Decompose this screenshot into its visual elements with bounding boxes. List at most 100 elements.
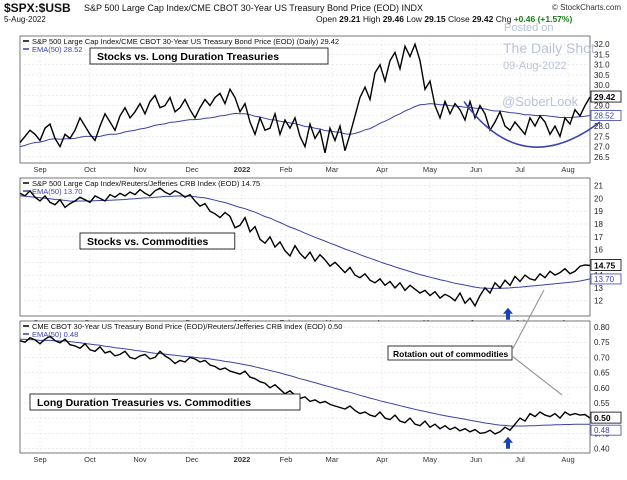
panel-title-box — [79, 232, 236, 250]
y-tick-label: 12 — [594, 297, 603, 306]
x-tick-label: Oct — [84, 455, 97, 464]
price-line — [19, 42, 591, 153]
y-tick-label: 26.5 — [594, 153, 610, 162]
ohlc-readout: Open 29.21 High 29.46 Low 29.15 Close 29… — [316, 14, 572, 24]
legend-price-label: S&P 500 Large Cap Index/CME CBOT 30-Year… — [32, 37, 339, 46]
y-tick-label: 16 — [594, 246, 603, 255]
price-line — [19, 187, 591, 308]
y-tick-label: 31.0 — [594, 61, 610, 70]
last-value-label: 29.42 — [594, 92, 616, 102]
ema-line — [19, 103, 591, 148]
x-tick-label: Nov — [133, 455, 147, 464]
x-tick-label: Apr — [376, 455, 388, 464]
ema-value-box — [590, 273, 622, 285]
y-tick-label: 18 — [594, 220, 603, 229]
x-tick-label: Jul — [515, 455, 525, 464]
y-tick-label: 32.0 — [594, 40, 610, 49]
y-tick-label: 28.0 — [594, 122, 610, 131]
x-tick-label: Nov — [133, 165, 147, 174]
chg-value: +0.46 (+1.57%) — [513, 14, 573, 24]
panel-title-box — [29, 393, 301, 411]
low-label: Low — [406, 14, 422, 24]
last-value-box — [590, 259, 622, 271]
x-tick-label: Sep — [33, 455, 46, 464]
x-tick-label: Aug — [561, 165, 574, 174]
x-tick-label: Apr — [376, 165, 388, 174]
open-value: 29.21 — [339, 14, 361, 24]
x-tick-label: Jul — [515, 165, 525, 174]
up-arrow-icon — [503, 436, 513, 449]
x-tick-label: Feb — [280, 165, 293, 174]
x-tick-label: Sep — [33, 165, 46, 174]
x-tick-label: Mar — [326, 165, 339, 174]
chart-header: $SPX:$USB S&P 500 Large Cap Index/CME CB… — [0, 0, 627, 34]
legend-ema-label: EMA(50) 0.48 — [32, 330, 78, 339]
y-tick-label: 0.75 — [594, 338, 610, 347]
panel-frame — [19, 320, 591, 454]
symbol-label: $SPX:$USB — [4, 1, 71, 15]
chg-label: Chg — [495, 14, 512, 24]
legend-ema-label: EMA(50) 28.52 — [32, 45, 82, 54]
y-tick-label: 0.80 — [594, 323, 610, 332]
x-tick-label: Mar — [326, 455, 339, 464]
x-tick-label: Oct — [84, 165, 97, 174]
last-value-box — [590, 90, 622, 103]
panel-title: Long Duration Treasuries vs. Commodities — [37, 397, 251, 409]
y-tick-label: 13 — [594, 284, 603, 293]
ema-value-label: 13.70 — [594, 275, 615, 284]
panel-title: Stocks vs. Commodities — [87, 236, 209, 248]
panel-1: 32.031.531.030.530.029.529.028.528.027.5… — [19, 35, 622, 174]
x-tick-label: Dec — [185, 165, 199, 174]
y-tick-label: 17 — [594, 233, 603, 242]
ema-value-label: 28.52 — [594, 111, 615, 120]
annotation-pointer-down — [511, 355, 563, 396]
y-tick-label: 27.0 — [594, 143, 610, 152]
source-label: © StockCharts.com — [551, 3, 621, 12]
y-tick-label: 19 — [594, 207, 603, 216]
x-tick-label: Jun — [470, 455, 482, 464]
watermark-site: The Daily Shot — [503, 40, 595, 56]
price-line — [19, 335, 591, 435]
y-tick-label: 0.70 — [594, 353, 610, 362]
x-tick-label: 2022 — [234, 455, 251, 464]
last-value-box — [590, 411, 622, 424]
annotation-pointer-up — [511, 289, 545, 351]
up-arrow-icon — [503, 307, 513, 320]
close-label: Close — [447, 14, 470, 24]
ema-value-box — [590, 424, 622, 436]
high-label: High — [362, 14, 381, 24]
annotation-text: Rotation out of commodities — [393, 349, 508, 359]
bottoming-arc — [463, 101, 601, 148]
open-label: Open — [316, 14, 337, 24]
annotation-callout: Rotation out of commodities — [387, 289, 563, 396]
watermark-posted: Posted on — [504, 22, 554, 34]
y-tick-label: 30.5 — [594, 71, 610, 80]
y-tick-label: 0.40 — [594, 444, 610, 453]
legend-ema-label: EMA(50) 13.70 — [32, 187, 82, 196]
y-tick-label: 27.5 — [594, 132, 610, 141]
watermark-handle: @SoberLook — [502, 94, 579, 109]
ema-line — [20, 338, 590, 427]
legend-price-label: CME CBOT 30-Year US Treasury Bond Price … — [32, 322, 342, 331]
panel-title: Stocks vs. Long Duration Treasuries — [97, 51, 279, 63]
ema-line — [19, 195, 591, 289]
y-tick-label: 20 — [594, 194, 603, 203]
ema-value-box — [590, 110, 622, 121]
watermark-date: 09-Aug-2022 — [503, 60, 567, 72]
x-tick-label: Aug — [561, 455, 574, 464]
y-tick-label: 0.55 — [594, 399, 610, 408]
high-value: 29.46 — [382, 14, 404, 24]
close-value: 29.42 — [472, 14, 494, 24]
x-tick-label: Jun — [470, 165, 482, 174]
annotation-box — [387, 345, 513, 361]
y-tick-label: 29.0 — [594, 102, 610, 111]
x-tick-label: May — [423, 455, 437, 464]
ema-value-label: 0.48 — [594, 426, 610, 435]
y-tick-label: 30.0 — [594, 81, 610, 90]
x-tick-label: 2022 — [234, 165, 251, 174]
y-tick-label: 31.5 — [594, 50, 610, 59]
x-tick-label: May — [423, 165, 437, 174]
y-tick-label: 21 — [594, 182, 603, 191]
